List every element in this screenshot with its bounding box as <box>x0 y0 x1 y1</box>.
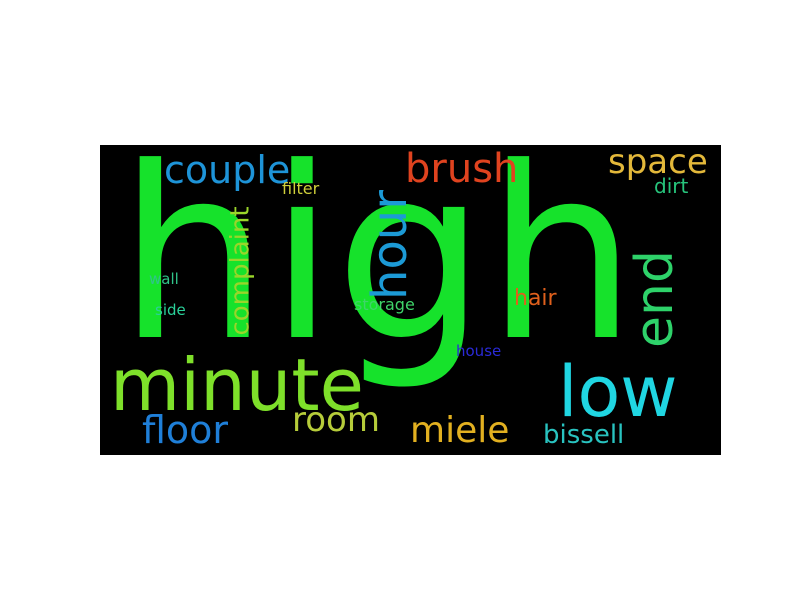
word-storage: storage <box>354 295 415 314</box>
word-cloud: high minute low hour end couple brush sp… <box>100 145 721 455</box>
word-brush: brush <box>405 146 519 192</box>
word-filter: filter <box>282 179 320 198</box>
word-complaint: complaint <box>225 206 256 336</box>
word-space: space <box>608 145 708 182</box>
word-hour: hour <box>361 190 418 300</box>
word-floor: floor <box>142 408 229 452</box>
word-hair: hair <box>514 286 557 311</box>
word-high: high <box>118 145 637 394</box>
word-dirt: dirt <box>654 174 689 198</box>
word-wall: wall <box>149 270 179 288</box>
word-low: low <box>558 351 678 433</box>
word-side: side <box>155 301 186 319</box>
word-miele: miele <box>410 410 510 451</box>
word-minute: minute <box>110 343 364 427</box>
word-room: room <box>292 400 380 440</box>
word-bissell: bissell <box>543 420 625 450</box>
word-house: house <box>456 342 502 360</box>
word-end: end <box>624 250 685 348</box>
word-couple: couple <box>164 148 291 192</box>
